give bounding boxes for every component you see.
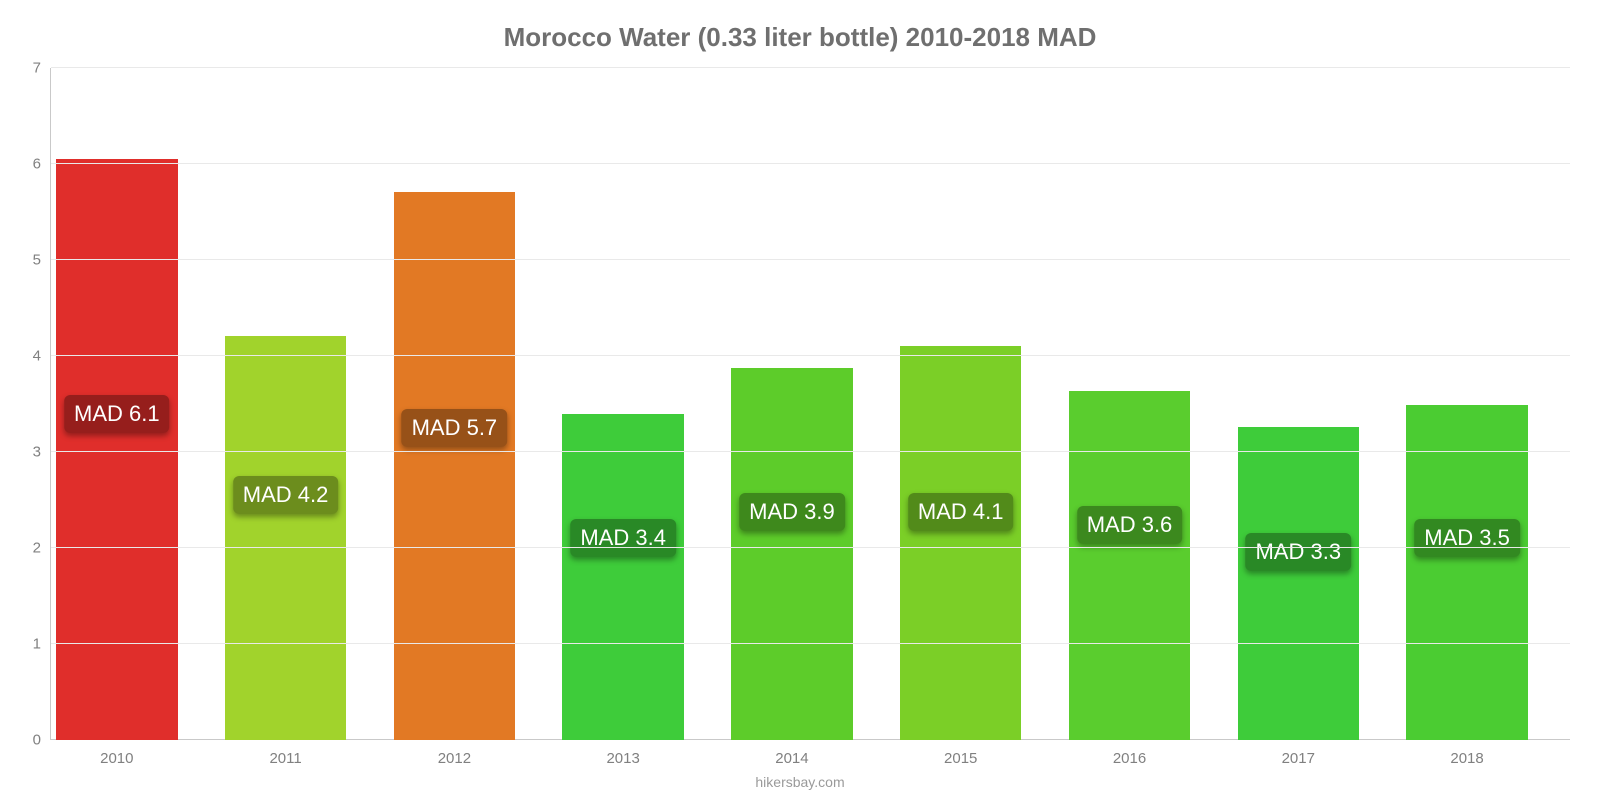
value-badge: MAD 3.9 [739,493,845,531]
y-tick-label: 3 [33,444,51,461]
grid-line [51,259,1570,260]
bar-slot: MAD 3.62016 [1064,68,1233,740]
x-tick-label: 2018 [1450,740,1483,767]
bars-container: MAD 6.12010MAD 4.22011MAD 5.72012MAD 3.4… [51,68,1570,740]
bar [1069,391,1191,740]
bar [394,192,516,740]
value-badge: MAD 3.3 [1245,533,1351,571]
bar-slot: MAD 4.12015 [895,68,1064,740]
grid-line [51,67,1570,68]
x-tick-label: 2016 [1113,740,1146,767]
x-tick-label: 2010 [100,740,133,767]
bar [1238,427,1360,740]
x-tick-label: 2012 [438,740,471,767]
y-tick-label: 6 [33,156,51,173]
bar [1406,405,1528,740]
y-tick-label: 1 [33,636,51,653]
bar-slot: MAD 5.72012 [389,68,558,740]
bar [562,414,684,740]
grid-line [51,547,1570,548]
x-tick-label: 2011 [269,740,301,767]
y-tick-label: 2 [33,540,51,557]
bar-slot: MAD 4.22011 [220,68,389,740]
grid-line [51,643,1570,644]
value-badge: MAD 5.7 [402,409,508,447]
x-tick-label: 2014 [775,740,808,767]
value-badge: MAD 3.6 [1077,506,1183,544]
value-badge: MAD 6.1 [64,395,170,433]
y-tick-label: 7 [33,60,51,77]
bar-slot: MAD 6.12010 [51,68,220,740]
bar [731,368,853,740]
value-badge: MAD 3.5 [1414,519,1520,557]
value-badge: MAD 4.2 [233,476,339,514]
x-tick-label: 2017 [1282,740,1315,767]
plot-area: MAD 6.12010MAD 4.22011MAD 5.72012MAD 3.4… [50,68,1570,740]
grid-line [51,451,1570,452]
bar-slot: MAD 3.52018 [1401,68,1570,740]
bar [56,159,178,740]
chart-title: Morocco Water (0.33 liter bottle) 2010-2… [0,22,1600,53]
bar [225,336,347,740]
grid-line [51,163,1570,164]
bar [900,346,1022,740]
x-tick-label: 2013 [606,740,639,767]
value-badge: MAD 4.1 [908,493,1014,531]
bar-slot: MAD 3.42013 [557,68,726,740]
chart-container: Morocco Water (0.33 liter bottle) 2010-2… [0,0,1600,800]
y-tick-label: 4 [33,348,51,365]
y-tick-label: 0 [33,732,51,749]
value-badge: MAD 3.4 [570,519,676,557]
y-tick-label: 5 [33,252,51,269]
x-tick-label: 2015 [944,740,977,767]
chart-footer: hikersbay.com [0,774,1600,790]
bar-slot: MAD 3.92014 [726,68,895,740]
grid-line [51,355,1570,356]
bar-slot: MAD 3.32017 [1232,68,1401,740]
